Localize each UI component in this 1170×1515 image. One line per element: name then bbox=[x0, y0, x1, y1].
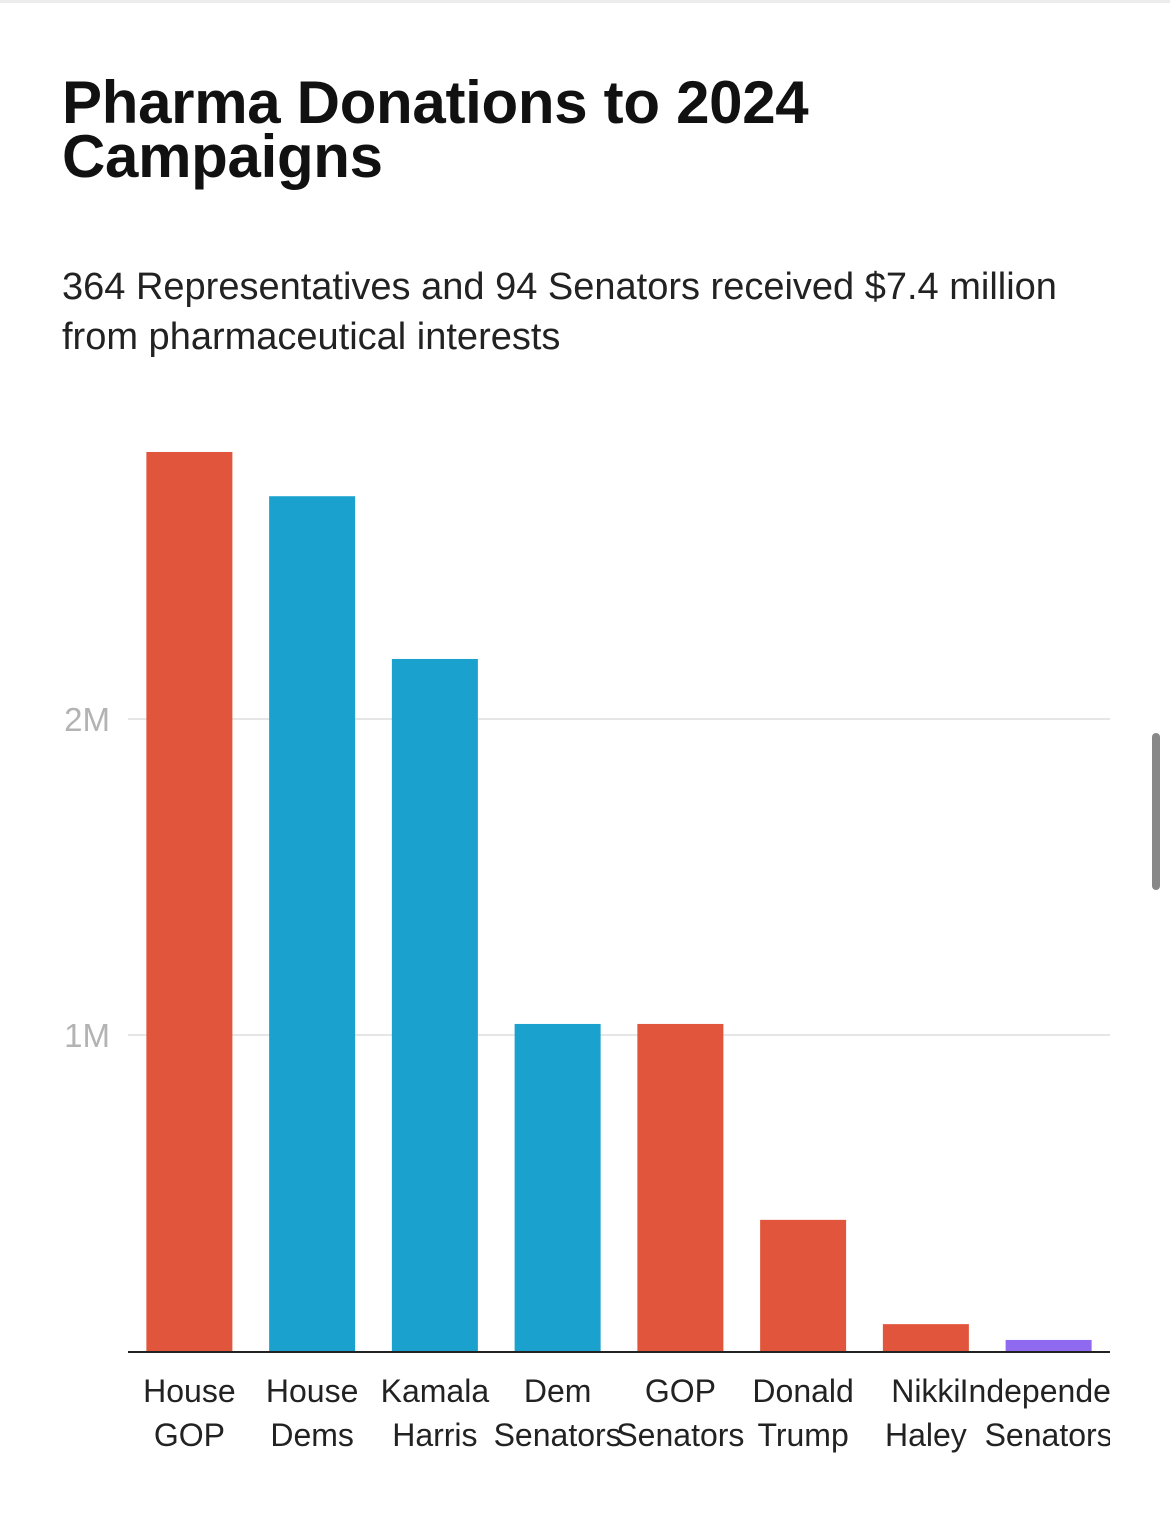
bar-donald-trump bbox=[760, 1219, 847, 1351]
y-axis-ticks: 1M 2M bbox=[64, 701, 110, 1054]
x-tick-label: Dems bbox=[270, 1417, 354, 1453]
x-tick-label: Dem bbox=[524, 1373, 592, 1409]
x-axis-labels: House GOP House Dems Kamala Harris Dem Senators… bbox=[143, 1373, 1138, 1453]
x-tick-label: Senators bbox=[494, 1417, 622, 1453]
x-tick-label: Donald bbox=[752, 1373, 853, 1409]
x-tick-label: GOP bbox=[154, 1417, 225, 1453]
bar-independent-senators bbox=[1005, 1339, 1092, 1351]
page-scrollbar[interactable] bbox=[1152, 733, 1160, 890]
x-tick-label: Kamala bbox=[381, 1373, 490, 1409]
bar-house-dems bbox=[269, 496, 356, 1352]
x-tick-label: Haley bbox=[885, 1417, 967, 1453]
x-tick-label: House bbox=[266, 1373, 359, 1409]
x-tick-label: Senators bbox=[616, 1417, 744, 1453]
x-tick-label: GOP bbox=[645, 1373, 716, 1409]
chart-subtitle: 364 Representatives and 94 Senators rece… bbox=[62, 266, 1057, 358]
bar-nikki-haley bbox=[882, 1324, 969, 1351]
bar-house-gop bbox=[146, 451, 233, 1352]
y-tick-label: 2M bbox=[64, 701, 110, 738]
x-tick-label: Nikki bbox=[891, 1373, 960, 1409]
y-tick-label: 1M bbox=[64, 1017, 110, 1054]
x-tick-label: Trump bbox=[757, 1417, 848, 1453]
top-divider bbox=[0, 0, 1170, 3]
bar-kamala-harris bbox=[391, 658, 478, 1351]
bar-dem-senators bbox=[514, 1023, 601, 1351]
x-tick-label: Senators bbox=[985, 1417, 1113, 1453]
x-tick-label: Harris bbox=[392, 1417, 477, 1453]
bars bbox=[146, 451, 1092, 1352]
chart-title: Pharma Donations to 2024 Campaigns bbox=[62, 69, 809, 190]
bar-gop-senators bbox=[637, 1023, 724, 1351]
x-tick-label: Independent bbox=[960, 1373, 1138, 1409]
x-tick-label: House bbox=[143, 1373, 236, 1409]
